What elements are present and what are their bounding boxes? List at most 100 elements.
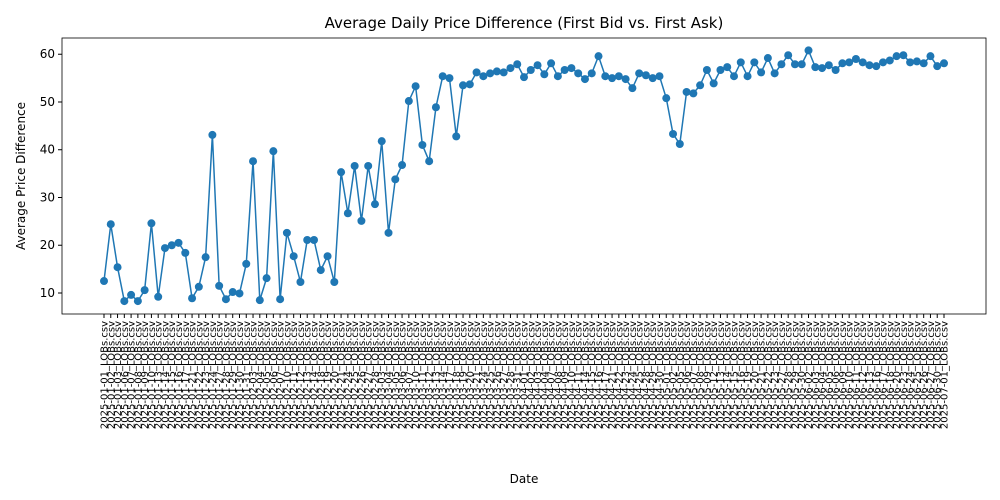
marker	[858, 58, 867, 67]
x-tick-label: 2025-06-24_LOBs.csv	[906, 321, 917, 429]
x-tick-label: 2025-04-23_LOBs.csv	[621, 321, 632, 429]
marker	[221, 295, 230, 304]
x-tick-label: 2025-07-01_LOBs.csv	[940, 321, 951, 429]
x-tick-label: 2025-02-27_LOBs.csv	[364, 321, 375, 429]
x-tick-label: 2025-02-18_LOBs.csv	[316, 321, 327, 429]
x-tick-label: 2025-03-14_LOBs.csv	[438, 321, 449, 429]
marker	[343, 209, 352, 218]
x-tick-label: 2025-01-02_LOBs.csv	[106, 321, 117, 429]
x-tick-label: 2025-03-04_LOBs.csv	[384, 321, 395, 429]
x-tick-label: 2025-01-09_LOBs.csv	[140, 321, 151, 429]
x-tick-label: 2025-01-30_LOBs.csv	[235, 321, 246, 429]
marker	[662, 94, 671, 103]
x-tick-label: 2025-04-07_LOBs.csv	[547, 321, 558, 429]
x-tick-label: 2025-01-21_LOBs.csv	[188, 321, 199, 429]
x-tick-label: 2025-06-06_LOBs.csv	[831, 321, 842, 429]
marker	[296, 278, 305, 287]
marker	[580, 75, 589, 84]
x-tick-label: 2025-05-05_LOBs.csv	[675, 321, 686, 429]
marker	[621, 75, 630, 84]
marker	[194, 282, 203, 291]
x-tick-label: 2025-01-07_LOBs.csv	[127, 321, 138, 429]
marker	[628, 84, 637, 93]
marker	[777, 60, 786, 69]
marker	[682, 87, 691, 96]
y-tick-label: 30	[40, 190, 55, 204]
marker	[608, 74, 617, 83]
x-tick-label: 2025-06-10_LOBs.csv	[845, 321, 856, 429]
marker	[438, 72, 447, 81]
marker	[614, 72, 623, 81]
marker	[120, 297, 129, 306]
marker	[431, 103, 440, 112]
x-tick-label: 2025-02-25_LOBs.csv	[350, 321, 361, 429]
x-tick-label: 2025-04-08_LOBs.csv	[553, 321, 564, 429]
x-tick-label: 2025-03-19_LOBs.csv	[459, 321, 470, 429]
marker	[350, 161, 359, 170]
x-tick-label: 2025-04-15_LOBs.csv	[587, 321, 598, 429]
marker	[716, 65, 725, 74]
marker	[757, 68, 766, 77]
x-tick-label: 2025-01-06_LOBs.csv	[120, 321, 131, 429]
marker	[879, 58, 888, 67]
x-tick-label: 2025-06-20_LOBs.csv	[892, 321, 903, 429]
x-tick-label: 2025-01-27_LOBs.csv	[215, 321, 226, 429]
marker	[743, 72, 752, 81]
marker	[655, 72, 664, 81]
marker	[702, 65, 711, 74]
marker	[533, 61, 542, 70]
x-tick-label: 2025-06-09_LOBs.csv	[838, 321, 849, 429]
marker	[506, 64, 515, 73]
line	[103, 48, 945, 303]
x-tick-label: 2025-06-11_LOBs.csv	[851, 321, 862, 429]
x-tick-label: 2025-05-06_LOBs.csv	[682, 321, 693, 429]
marker	[811, 63, 820, 72]
x-tick-label: 2025-02-13_LOBs.csv	[303, 321, 314, 429]
marker	[215, 281, 224, 290]
x-tick-label: 2025-04-25_LOBs.csv	[635, 321, 646, 429]
marker	[188, 294, 197, 303]
marker	[174, 238, 183, 247]
marker	[262, 274, 271, 283]
x-tick-label: 2025-05-15_LOBs.csv	[730, 321, 741, 429]
x-tick-label: 2025-04-03_LOBs.csv	[533, 321, 544, 429]
x-tick-label: 2025-03-27_LOBs.csv	[499, 321, 510, 429]
marker	[824, 61, 833, 70]
x-tick-label: 2025-03-07_LOBs.csv	[404, 321, 415, 429]
marker	[892, 52, 901, 61]
marker	[838, 59, 847, 68]
marker	[520, 73, 528, 82]
marker	[316, 266, 325, 275]
x-tick-label: 2025-01-01_LOBs.csv	[100, 321, 111, 429]
marker	[167, 241, 176, 250]
x-tick-label: 2025-02-05_LOBs.csv	[262, 321, 273, 429]
marker	[587, 69, 596, 78]
marker	[160, 244, 169, 253]
marker	[553, 72, 562, 81]
marker	[269, 147, 278, 156]
marker	[763, 54, 772, 63]
x-tick-label: 2025-05-09_LOBs.csv	[702, 321, 713, 429]
x-tick-label: 2025-03-03_LOBs.csv	[377, 321, 388, 429]
marker	[418, 140, 427, 149]
marker	[100, 277, 108, 286]
marker	[465, 80, 474, 89]
marker	[133, 297, 142, 306]
marker	[845, 58, 854, 67]
x-tick-label: 2025-06-05_LOBs.csv	[824, 321, 835, 429]
x-tick-label: 2025-05-21_LOBs.csv	[757, 321, 768, 429]
x-tick-label: 2025-04-21_LOBs.csv	[608, 321, 619, 429]
x-tick-label: 2025-02-03_LOBs.csv	[249, 321, 260, 429]
x-tick-label: 2025-04-29_LOBs.csv	[648, 321, 659, 429]
marker	[411, 82, 420, 91]
x-tick-label: 2025-01-03_LOBs.csv	[113, 321, 124, 429]
marker	[404, 97, 413, 106]
marker	[255, 296, 264, 305]
marker	[648, 74, 657, 83]
marker	[933, 62, 942, 71]
marker	[303, 235, 312, 244]
x-tick-label: 2025-01-24_LOBs.csv	[208, 321, 219, 429]
marker	[492, 67, 501, 76]
x-tick-label: 2025-01-13_LOBs.csv	[154, 321, 165, 429]
